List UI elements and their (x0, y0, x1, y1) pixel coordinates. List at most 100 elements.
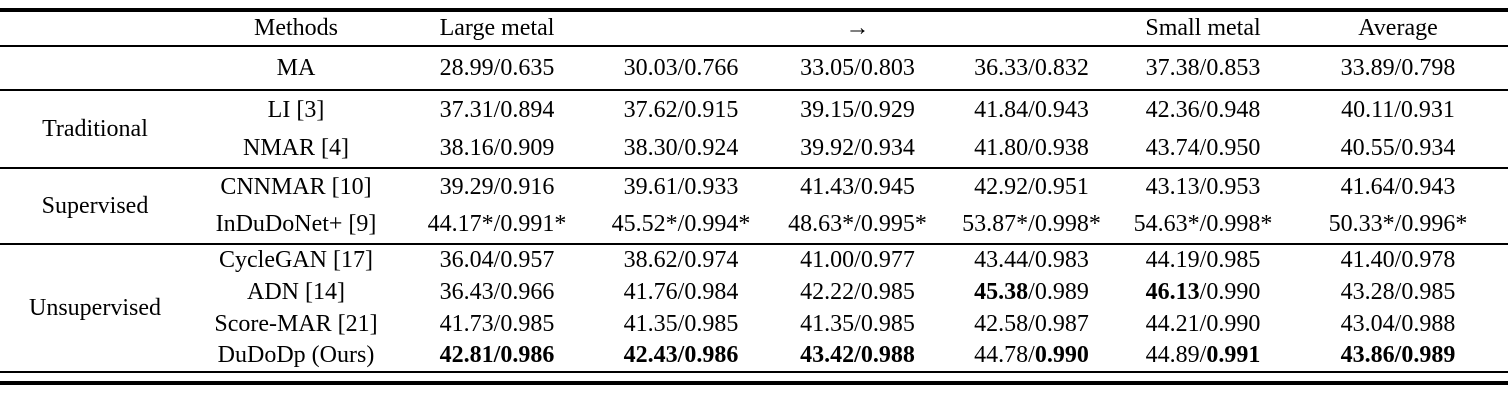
metric-value: 44.21/0.990 (1145, 310, 1261, 337)
metric-value: 40.55/0.934 (1340, 134, 1456, 161)
metric-value: 30.03/0.766 (623, 54, 739, 81)
metric-value-bold: 43.86/0.989 (1340, 342, 1456, 368)
metric-cell: 37.31/0.894 (402, 90, 592, 129)
metric-cell: 40.11/0.931 (1288, 90, 1508, 129)
metric-cell: 46.13/0.990 (1118, 276, 1288, 308)
method-cell: CNNMAR [10] (220, 174, 372, 200)
group-cell: Traditional (42, 115, 148, 142)
header-row: Methods Large metal → Small metal Averag… (0, 10, 1508, 46)
metric-value-bold: 43.42/0.988 (800, 342, 915, 368)
metric-cell: 28.99/0.635 (402, 46, 592, 90)
metric-cell: 42.36/0.948 (1118, 90, 1288, 129)
group-cell (0, 46, 190, 90)
metric-cell: 41.84/0.943 (945, 90, 1118, 129)
metric-cell: 41.80/0.938 (945, 129, 1118, 168)
metric-value: /0.989 (1028, 278, 1089, 305)
method-cell: InDuDoNet+ [9] (215, 211, 377, 237)
metric-cell: 33.05/0.803 (770, 46, 945, 90)
section-supervised: Supervised CNNMAR [10] 39.29/0.916 39.61/0.… (0, 168, 1508, 244)
metric-cell: 41.73/0.985 (402, 308, 592, 340)
table-row: Score-MAR [21] 41.73/0.985 41.35/0.985 41.3… (0, 308, 1508, 340)
metric-value: 37.31/0.894 (439, 96, 555, 123)
table-row: NMAR [4] 38.16/0.909 38.30/0.924 39.92/0.93… (0, 129, 1508, 168)
metric-value: 48.63*/0.995* (788, 211, 927, 237)
metric-cell: 45.52*/0.994* (592, 206, 770, 244)
metric-value: 41.76/0.984 (623, 278, 739, 305)
metric-value: 41.43/0.945 (800, 174, 915, 200)
metric-value: 39.29/0.916 (439, 174, 555, 200)
metric-value: 43.04/0.988 (1340, 310, 1456, 337)
metric-value-bold: 46.13 (1145, 278, 1200, 305)
metric-cell: 30.03/0.766 (592, 46, 770, 90)
header-average: Average (1358, 15, 1438, 41)
metric-cell: 42.92/0.951 (945, 168, 1118, 206)
metric-value: 42.36/0.948 (1145, 96, 1261, 123)
metric-value: 37.62/0.915 (623, 96, 739, 123)
metric-value-bold: 42.43/0.986 (623, 342, 739, 368)
metric-value: 43.74/0.950 (1145, 134, 1261, 161)
metric-value: 38.30/0.924 (623, 134, 739, 161)
metric-cell: 48.63*/0.995* (770, 206, 945, 244)
metric-value: 41.73/0.985 (439, 310, 555, 337)
metric-cell: 38.16/0.909 (402, 129, 592, 168)
table-row: DuDoDp (Ours) 42.81/0.986 42.43/0.986 43.42… (0, 340, 1508, 372)
metric-cell: 38.30/0.924 (592, 129, 770, 168)
metric-cell: 44.17*/0.991* (402, 206, 592, 244)
method-cell: NMAR [4] (243, 134, 349, 161)
metric-cell: 44.21/0.990 (1118, 308, 1288, 340)
metric-cell: 44.19/0.985 (1118, 244, 1288, 276)
metric-value: 40.11/0.931 (1341, 96, 1455, 123)
metric-cell: 33.89/0.798 (1288, 46, 1508, 90)
method-cell: Score-MAR [21] (214, 310, 378, 337)
metric-value: 44.19/0.985 (1145, 247, 1261, 273)
paper-table-figure: Methods Large metal → Small metal Averag… (0, 8, 1508, 385)
header-right-arrow-icon: → (845, 15, 870, 41)
metric-value-bold: 42.81/0.986 (439, 342, 555, 368)
metric-value: 39.61/0.933 (623, 174, 739, 200)
metric-value: 38.16/0.909 (439, 134, 555, 161)
metric-cell: 43.44/0.983 (945, 244, 1118, 276)
table-row: MA 28.99/0.635 30.03/0.766 33.05/0.803 36.33… (0, 46, 1508, 90)
metric-cell: 39.29/0.916 (402, 168, 592, 206)
metric-value: 36.33/0.832 (974, 54, 1089, 81)
metric-cell: 41.76/0.984 (592, 276, 770, 308)
metric-cell: 39.15/0.929 (770, 90, 945, 129)
table-row: InDuDoNet+ [9] 44.17*/0.991* 45.52*/0.994*… (0, 206, 1508, 244)
metric-cell: 44.78/0.990 (945, 340, 1118, 372)
metric-value: 42.58/0.987 (974, 310, 1089, 337)
metric-value: 44.78/ (974, 342, 1035, 368)
metric-cell: 41.00/0.977 (770, 244, 945, 276)
metric-cell: 54.63*/0.998* (1118, 206, 1288, 244)
metric-cell: 43.74/0.950 (1118, 129, 1288, 168)
section-ma: MA 28.99/0.635 30.03/0.766 33.05/0.803 36.33… (0, 46, 1508, 90)
table-row: Traditional LI [3] 37.31/0.894 37.62/0.915 3… (0, 90, 1508, 142)
header-large-metal: Large metal (439, 15, 555, 41)
metric-value: 39.15/0.929 (800, 96, 915, 123)
header-blank-1 (592, 10, 770, 46)
metric-value: 53.87*/0.998* (962, 211, 1101, 237)
metric-cell: 45.38/0.989 (945, 276, 1118, 308)
metric-cell: 42.58/0.987 (945, 308, 1118, 340)
group-cell: Unsupervised (29, 294, 161, 321)
header-blank-2 (945, 10, 1118, 46)
metric-cell: 36.33/0.832 (945, 46, 1118, 90)
header-small-metal: Small metal (1145, 15, 1261, 41)
metric-value: 37.38/0.853 (1145, 54, 1261, 81)
metric-cell: 50.33*/0.996* (1288, 206, 1508, 244)
metric-value: 41.84/0.943 (974, 96, 1089, 123)
metric-value: 45.52*/0.994* (611, 211, 751, 237)
metric-cell: 37.62/0.915 (592, 90, 770, 129)
metric-cell: 39.92/0.934 (770, 129, 945, 168)
header-methods: Methods (254, 15, 338, 41)
metric-value: 39.92/0.934 (800, 134, 915, 161)
metric-value: 33.05/0.803 (800, 54, 915, 81)
metric-value-bold: 0.991 (1206, 342, 1261, 368)
metric-cell: 36.43/0.966 (402, 276, 592, 308)
metric-cell: 41.64/0.943 (1288, 168, 1508, 206)
section-traditional: Traditional LI [3] 37.31/0.894 37.62/0.915 3… (0, 90, 1508, 168)
method-cell: MA (276, 54, 316, 81)
group-cell: Supervised (41, 192, 149, 219)
metric-value: 41.00/0.977 (800, 247, 915, 273)
header-group (0, 10, 190, 46)
metric-cell: 43.28/0.985 (1288, 276, 1508, 308)
